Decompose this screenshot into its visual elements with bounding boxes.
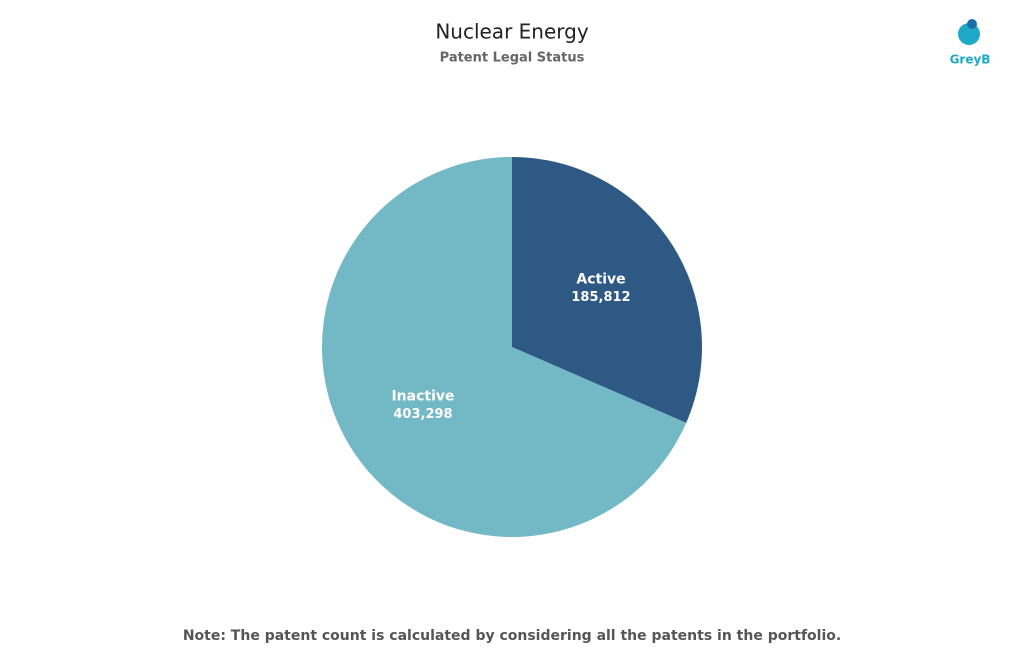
chart-subtitle: Patent Legal Status [440, 51, 585, 66]
note: Note: The patent count is calculated by … [183, 628, 841, 644]
chart-title: Nuclear Energy [435, 20, 589, 44]
logo-icon-dot [967, 19, 977, 29]
logo-text: GreyB [950, 53, 991, 67]
slice-value-label: 185,812 [571, 290, 630, 305]
slice-label: Active [576, 272, 625, 288]
slice-value-label: 403,298 [393, 407, 452, 422]
slice-label: Inactive [391, 388, 454, 404]
